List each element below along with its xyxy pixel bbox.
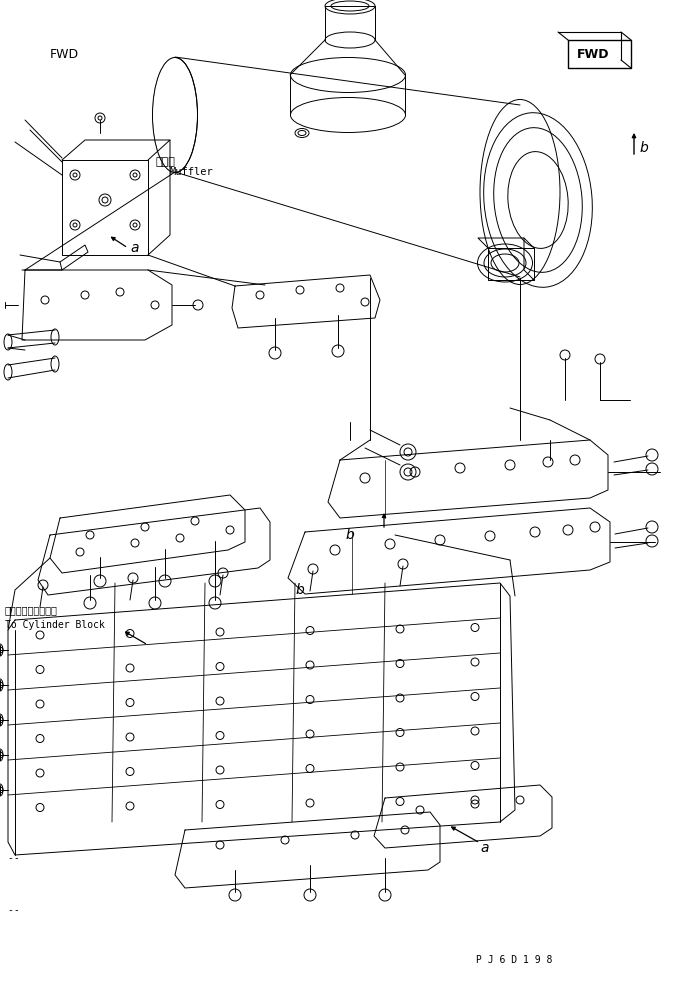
Text: To Cylinder Block: To Cylinder Block bbox=[5, 620, 105, 630]
Text: Muffler: Muffler bbox=[170, 167, 214, 177]
Text: FWD: FWD bbox=[50, 47, 79, 61]
Text: --: -- bbox=[8, 853, 26, 863]
Text: a: a bbox=[480, 841, 489, 855]
Text: b: b bbox=[640, 141, 649, 155]
Text: a: a bbox=[130, 241, 139, 255]
Text: P J 6 D 1 9 8: P J 6 D 1 9 8 bbox=[476, 955, 552, 965]
Text: FWD: FWD bbox=[577, 47, 610, 61]
Text: マフラ: マフラ bbox=[155, 157, 175, 167]
Text: b: b bbox=[345, 528, 354, 542]
Text: シリンダブロックへ: シリンダブロックへ bbox=[5, 605, 58, 615]
Text: b: b bbox=[295, 583, 304, 597]
Text: --: -- bbox=[8, 905, 26, 915]
